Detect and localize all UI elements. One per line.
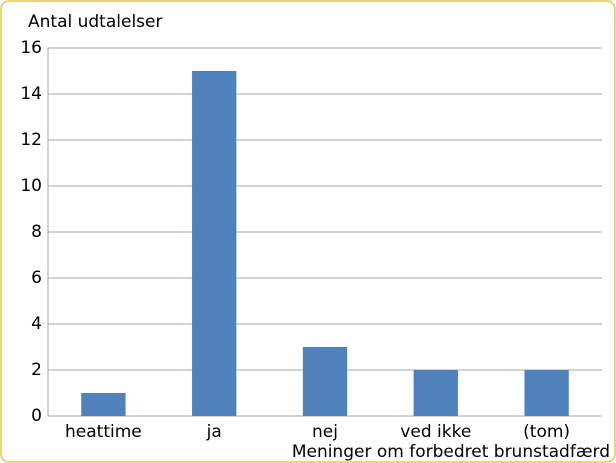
x-tick-label: nej: [312, 422, 338, 442]
y-tick-label: 6: [31, 268, 42, 288]
bar: [192, 71, 237, 416]
y-tick-label: 16: [20, 38, 42, 58]
y-tick-label: 8: [31, 222, 42, 242]
x-axis-title: Meninger om forbedret brunstadfærd: [292, 442, 610, 462]
x-tick-label: (tom): [523, 422, 570, 442]
y-tick-label: 12: [20, 130, 42, 150]
y-axis-title: Antal udtalelser: [28, 12, 162, 32]
bar: [81, 393, 126, 416]
y-tick-label: 0: [31, 406, 42, 426]
x-tick-label: ja: [206, 422, 222, 442]
y-tick-label: 2: [31, 360, 42, 380]
bar: [302, 347, 348, 416]
y-tick-label: 4: [31, 314, 42, 334]
x-tick-label: heattime: [65, 422, 142, 442]
y-tick-label: 14: [20, 84, 42, 104]
bar: [524, 370, 569, 416]
bar: [413, 370, 458, 416]
y-tick-label: 10: [20, 176, 42, 196]
x-tick-label: ved ikke: [400, 422, 471, 442]
